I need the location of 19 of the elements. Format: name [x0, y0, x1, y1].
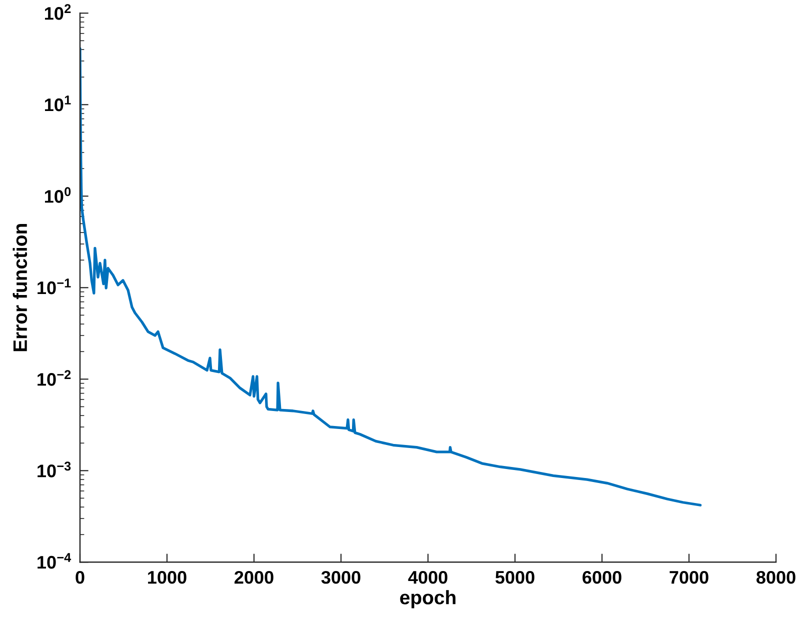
- y-tick-label: 10$^{2}$: [45, 4, 71, 20]
- x-tick-label: 4000: [408, 570, 448, 584]
- y-tick-label: 10$^{0}$: [45, 187, 71, 203]
- x-tick-label: 2000: [234, 570, 274, 584]
- y-tick-label: 10$^{−1}$: [38, 278, 71, 294]
- x-tick-label: 0: [76, 570, 84, 584]
- y-tick-label: 10$^{−4}$: [38, 553, 72, 569]
- y-axis-title: Error function: [12, 224, 28, 352]
- x-tick-label: 3000: [321, 570, 360, 584]
- y-tick-label: 10$^{−2}$: [38, 370, 71, 386]
- line-series: [80, 47, 702, 506]
- x-tick-label: 6000: [582, 570, 622, 584]
- y-tick-label: 10$^{−3}$: [38, 462, 71, 478]
- x-tick-label: 8000: [756, 570, 796, 584]
- x-tick-label: 5000: [495, 570, 534, 584]
- x-tick-label: 1000: [148, 570, 186, 584]
- x-tick-label: 7000: [670, 570, 708, 584]
- x-axis-title: epoch: [400, 590, 456, 608]
- y-tick-label: 10$^{1}$: [45, 96, 71, 112]
